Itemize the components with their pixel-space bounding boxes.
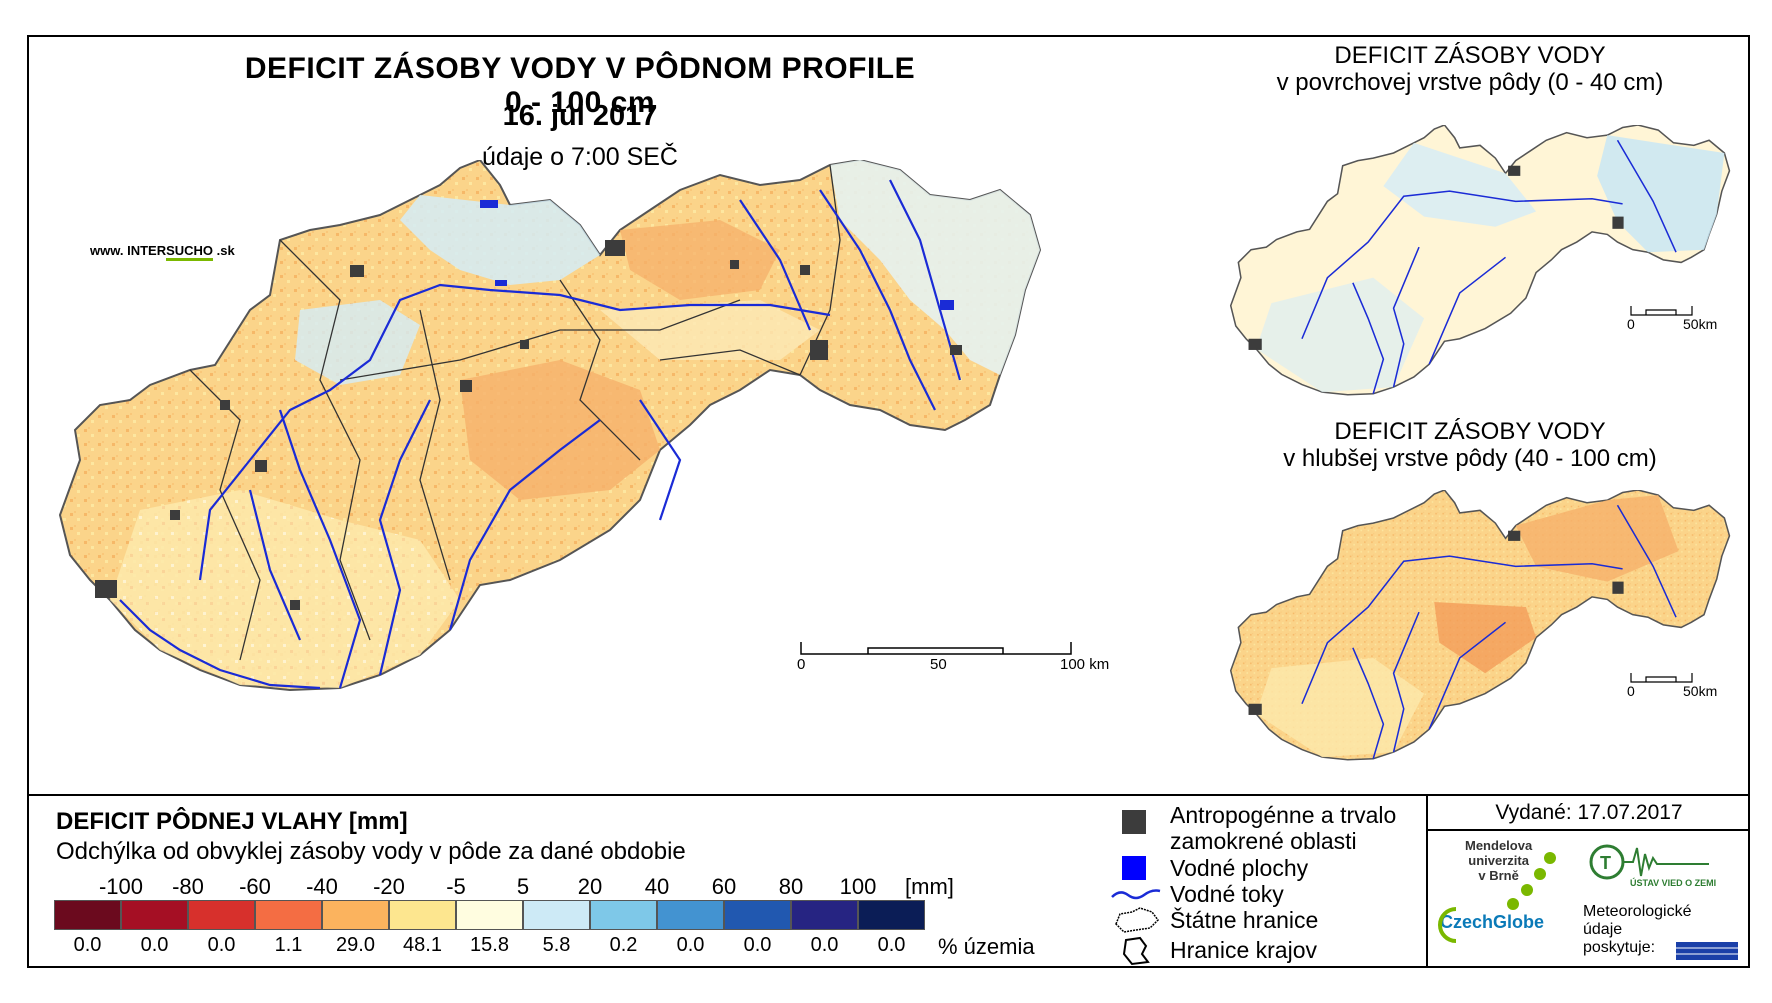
uvgz-logo-icon: T <box>1589 844 1709 880</box>
legend-percent-value: 5.8 <box>542 934 571 956</box>
main-scale-bar <box>800 642 1072 655</box>
legend-boundary-label: -100 <box>98 874 144 899</box>
legend-urban-line2: zamokrené oblasti <box>1170 828 1357 854</box>
inset-bottom-scale-50: 50km <box>1683 683 1718 699</box>
inset-top-scale-bar <box>1630 306 1693 316</box>
region-border-icon <box>1122 936 1150 966</box>
inset-bottom-scale-0: 0 <box>1627 683 1635 699</box>
legend-state-borders: Štátne hranice <box>1170 907 1319 933</box>
legend-urban-line1: Antropogénne a trvalo <box>1170 802 1397 828</box>
main-title: DEFICIT ZÁSOBY VODY V PÔDNOM PROFILE 0 -… <box>244 52 916 119</box>
legend-percent-value: 15.8 <box>470 934 509 956</box>
legend-percent-value: 48.1 <box>403 934 442 956</box>
meteo-line3: poskytuje: <box>1583 939 1656 956</box>
website-prefix: www. INTER <box>90 243 167 258</box>
mendel-line1: Mendelova <box>1465 838 1533 853</box>
legend-swatch <box>322 900 389 930</box>
state-border-icon <box>1115 907 1159 933</box>
inset-bottom-title-line2: v hlubšej vrstve pôdy (40 - 100 cm) <box>1283 445 1657 472</box>
inset-bottom-title-line1: DEFICIT ZÁSOBY VODY <box>1334 418 1606 445</box>
legend-boundary-label: 80 <box>778 874 804 899</box>
mendel-line3: v Brně <box>1478 868 1519 883</box>
legend-percent-value: 0.0 <box>73 934 102 956</box>
inset-top-scale-0: 0 <box>1627 316 1635 332</box>
czechglobe-logo: CzechGlobe <box>1440 912 1545 932</box>
meteo-line1: Meteorologické <box>1583 903 1692 920</box>
legend-swatch <box>54 900 121 930</box>
czechglobe-arc-icon <box>1438 907 1457 943</box>
legend-water-bodies: Vodné plochy <box>1170 855 1309 881</box>
legend-boundary-label: 5 <box>516 874 530 899</box>
legend-boundary-label: 40 <box>644 874 670 899</box>
legend-swatch <box>389 900 456 930</box>
legend-boundary-label: -40 <box>306 874 338 899</box>
website-link[interactable]: www. INTERSUCHO .sk <box>90 243 235 261</box>
legend-swatch <box>791 900 858 930</box>
legend-percent-value: 0.0 <box>743 934 772 956</box>
svg-text:T: T <box>1600 853 1611 873</box>
legend-boundary-label: -80 <box>172 874 204 899</box>
legend-swatch <box>657 900 724 930</box>
legend-percent-value: 0.0 <box>877 934 906 956</box>
inset-top-scale-50: 50km <box>1683 316 1718 332</box>
scale-label-50: 50 <box>930 656 947 673</box>
legend-percent-value: 0.0 <box>140 934 169 956</box>
water-body-icon <box>1122 856 1146 880</box>
uvgz-label: ÚSTAV VIED O ZEMI <box>1630 878 1717 888</box>
legend-percent-label: % územia <box>938 934 1035 959</box>
meteo-line2: údaje <box>1583 921 1623 938</box>
main-date: 16. júl 2017 <box>502 100 658 132</box>
main-subtitle: údaje o 7:00 SEČ <box>482 143 678 171</box>
legend-percent-value: 0.2 <box>609 934 638 956</box>
legend-region-borders: Hranice krajov <box>1170 937 1317 963</box>
inset-top-title: DEFICIT ZÁSOBY VODY v povrchovej vrstve … <box>1210 42 1730 96</box>
legend-boundary-label: -20 <box>373 874 405 899</box>
legend-percent-value: 29.0 <box>336 934 375 956</box>
legend-percent-value: 1.1 <box>274 934 303 956</box>
issued-date: Vydané: 17.07.2017 <box>1495 801 1683 824</box>
info-divider <box>1426 794 1428 968</box>
legend-swatch <box>523 900 590 930</box>
inset-bottom-title: DEFICIT ZÁSOBY VODY v hlubšej vrstve pôd… <box>1210 418 1730 472</box>
river-line-icon <box>1111 889 1161 900</box>
legend-boundary-label: -60 <box>239 874 271 899</box>
inset-top-title-line1: DEFICIT ZÁSOBY VODY <box>1334 42 1606 69</box>
legend-swatch <box>590 900 657 930</box>
legend-percent-value: 0.0 <box>676 934 705 956</box>
shmu-logo-icon <box>1676 942 1738 960</box>
scale-label-100: 100 km <box>1060 656 1110 673</box>
legend-subtitle: Odchýlka od obvyklej zásoby vody v pôde … <box>56 838 686 865</box>
legend-boundary-label: 100 <box>839 874 877 899</box>
inset-bottom-scale-bar <box>1630 673 1693 683</box>
mendel-line2: univerzita <box>1468 853 1529 868</box>
legend-percent-value: 0.0 <box>810 934 839 956</box>
legend-swatch <box>858 900 925 930</box>
legend-boundary-label: -5 <box>446 874 466 899</box>
legend-swatch <box>456 900 523 930</box>
website-suffix: .sk <box>213 243 235 258</box>
main-map <box>58 160 1042 692</box>
legend-rivers: Vodné toky <box>1170 881 1284 907</box>
website-highlight: SUCHO <box>166 243 214 261</box>
urban-area-icon <box>1122 810 1146 834</box>
inset-bottom-map <box>1229 490 1731 761</box>
legend-divider <box>27 794 1750 796</box>
meteo-provider: Meteorologické údaje poskytuje: <box>1583 903 1692 957</box>
mendel-university-logo: Mendelova univerzita v Brně <box>1465 838 1532 883</box>
legend-boundary-label: 60 <box>711 874 737 899</box>
legend-swatch <box>121 900 188 930</box>
legend-title: DEFICIT PÔDNEJ VLAHY [mm] <box>56 808 408 835</box>
legend-swatch <box>188 900 255 930</box>
inset-top-title-line2: v povrchovej vrstve pôdy (0 - 40 cm) <box>1276 69 1664 96</box>
inset-top-map <box>1229 125 1731 396</box>
legend-swatch <box>724 900 791 930</box>
legend-swatch <box>255 900 322 930</box>
scale-label-0: 0 <box>797 656 806 673</box>
legend-percent-value: 0.0 <box>207 934 236 956</box>
issued-divider <box>1426 829 1750 831</box>
legend-unit: [mm] <box>905 874 954 899</box>
mendel-dots-icon <box>1507 852 1556 910</box>
legend-boundary-label: 20 <box>577 874 603 899</box>
